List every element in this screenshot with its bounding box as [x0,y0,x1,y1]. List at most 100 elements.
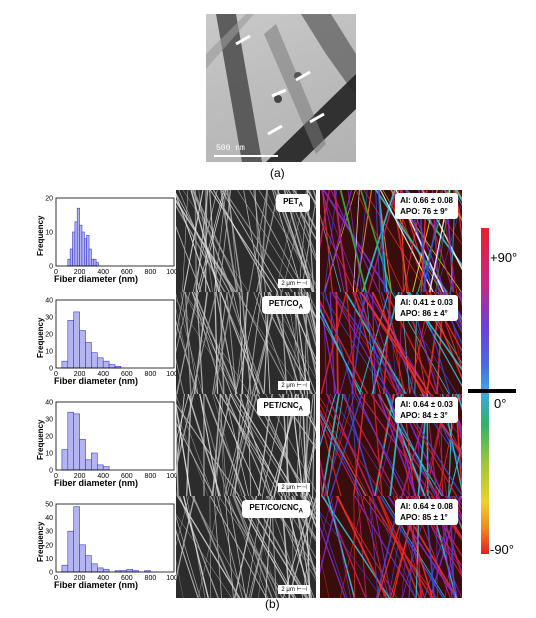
histogram-bar [67,530,74,573]
y-tick-label: 40 [45,298,53,305]
histogram-bar [86,235,90,267]
histogram-svg: 01020304002004006008001000 [45,298,178,379]
alignment-index: AI: 0.66 ± 0.08 [400,196,453,205]
histogram: 0 10 20 30 40 50 0 200 400 600 800 1000 Fiber diamet… [18,496,178,592]
plot-frame [55,401,175,471]
sample-label: PET/CO/CNCA [242,500,310,518]
histogram: 01020304002004006008001000Fiber diameter… [18,292,178,388]
histogram-bar [67,258,71,267]
x-tick-label: 1000 [166,371,178,378]
x-tick-label: 200 [74,575,86,582]
histogram-ylabel: Frequency [36,419,45,460]
orientation-map: AI: 0.64 ± 0.08 APO: 85 ± 1° [320,496,462,598]
colorbar-bottom-label: -90° [490,542,514,557]
histogram-bar [102,568,110,573]
x-tick-label: 200 [74,473,86,480]
histogram-svg: 0 10 20 30 40 50 0 200 400 600 800 1000 [45,502,178,583]
x-tick-label: 0 [54,575,58,582]
y-tick-label: 30 [45,417,53,424]
y-tick-label: 20 [45,332,53,339]
histogram-bar [126,568,134,573]
alignment-metrics: AI: 0.41 ± 0.03 APO: 86 ± 4° [395,295,458,321]
y-tick-label: 50 [45,502,53,509]
histogram-bar [91,352,98,369]
histogram-bar [61,449,69,471]
histogram-bar [97,464,104,471]
arrow-marker [309,112,325,124]
arrow-marker [235,34,251,46]
sample-name: PET [283,197,299,206]
alignment-metrics: AI: 0.64 ± 0.08 APO: 85 ± 1° [395,499,458,525]
arrow-marker [271,88,287,98]
histogram-bar [108,364,116,369]
colorbar-mid-label: 0° [494,396,507,411]
sem-scale-bar: 2 μm ⊢⊣ [278,279,310,288]
histogram-bar [91,258,95,267]
plot-frame [55,503,175,573]
histogram-bar [79,224,83,267]
y-tick-label: 10 [45,451,53,458]
histogram-bar [79,330,86,369]
orientation-map: AI: 0.41 ± 0.03 APO: 86 ± 4° [320,292,462,394]
sample-label: PETA [276,194,310,212]
histogram-xlabel: Fiber diameter (nm) [54,478,139,488]
preferred-orientation: APO: 84 ± 3° [400,411,448,420]
histogram-bar [85,459,92,471]
colorbar-top-label: +90° [490,250,518,265]
y-tick-label: 10 [45,556,53,563]
alignment-index: AI: 0.41 ± 0.03 [400,298,453,307]
histogram-bar [67,411,74,471]
histogram-bar [73,506,80,573]
alignment-index: AI: 0.64 ± 0.08 [400,502,453,511]
histogram-bar [73,413,80,471]
y-tick-label: 20 [45,542,53,549]
sample-subscript: A [298,202,303,209]
sample-name: PET/CNC [263,401,299,410]
sample-name: PET/CO [268,299,299,308]
histogram-bar [95,262,99,267]
y-tick-label: 0 [49,468,53,475]
alignment-metrics: AI: 0.64 ± 0.03 APO: 84 ± 3° [395,397,458,423]
histogram-bar [93,258,97,267]
y-tick-label: 20 [45,434,53,441]
y-tick-label: 30 [45,529,53,536]
histogram-bar [76,207,80,267]
y-tick-label: 0 [49,264,53,271]
histogram-bar [81,231,85,267]
histogram-ylabel: Frequency [36,521,45,562]
x-tick-label: 800 [145,473,157,480]
caption-b: (b) [265,597,280,611]
sample-subscript: A [298,406,303,413]
x-tick-label: 600 [121,473,133,480]
histogram-bar [61,564,69,573]
arrow-marker [267,124,283,136]
histogram-bar [85,555,92,573]
y-tick-label: 10 [45,230,53,237]
sample-label: PET/CNCA [256,398,310,416]
histogram-bar [67,320,74,369]
histogram-bar [102,360,110,369]
histogram-bar [79,439,86,471]
x-tick-label: 400 [97,371,109,378]
histogram-bar [79,544,86,573]
x-tick-label: 800 [145,371,157,378]
histogram-bar [73,311,80,369]
histogram-bar [91,452,98,471]
histogram-xlabel: Fiber diameter (nm) [54,580,139,590]
colorbar-zero-marker [468,389,516,393]
x-tick-label: 400 [97,575,109,582]
y-tick-label: 0 [49,570,53,577]
x-tick-label: 0 [54,473,58,480]
x-tick-label: 600 [121,575,133,582]
histogram-ylabel: Frequency [36,215,45,256]
x-tick-label: 1000 [166,269,178,276]
y-tick-label: 20 [45,196,53,203]
histogram-bar [85,342,92,369]
histogram-bar [91,563,98,573]
x-tick-label: 600 [121,269,133,276]
plot-frame [55,299,175,369]
y-tick-label: 40 [45,400,53,407]
histogram: 0102002004006008001000Fiber diameter (nm… [18,190,178,286]
tem-image: 500 nm [206,14,356,162]
histogram-bar [72,231,76,267]
